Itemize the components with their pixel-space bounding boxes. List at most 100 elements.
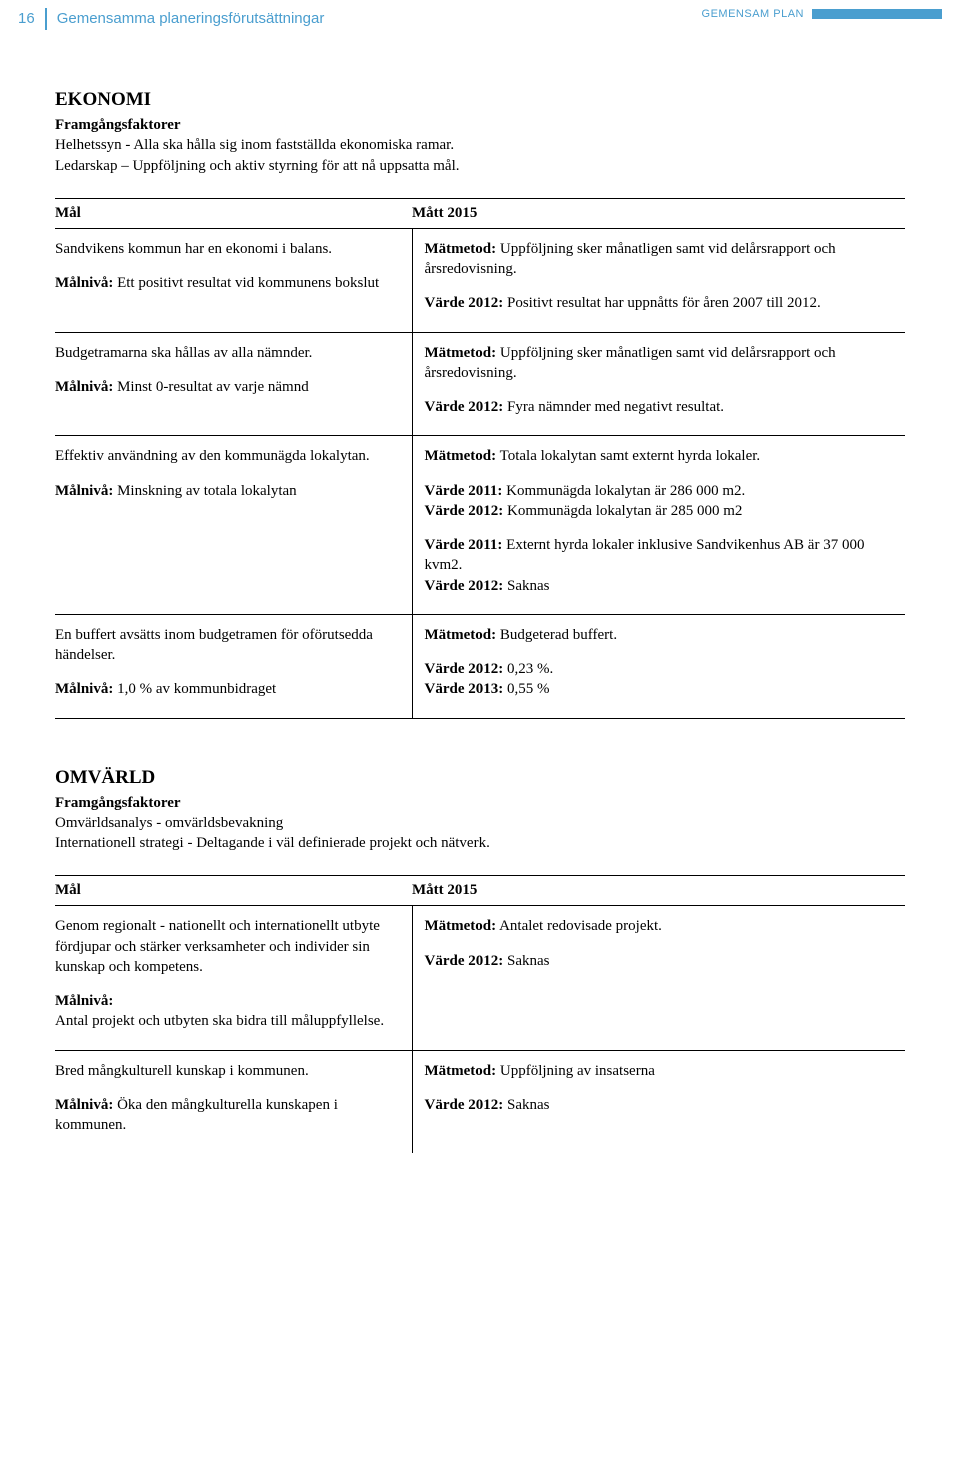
cell-left: Sandvikens kommun har en ekonomi i balan… [55,228,412,332]
malniva: Målnivå: Minst 0-resultat av varje nämnd [55,377,404,397]
cell-right: Mätmetod: Totala lokalytan samt externt … [412,436,905,615]
goal-text: Effektiv användning av den kommunägda lo… [55,446,404,466]
matmetod: Mätmetod: Antalet redovisade projekt. [425,916,898,936]
goal-text: En buffert avsätts inom budgetramen för … [55,625,404,666]
label: Målnivå: [55,681,113,697]
header-horizontal-bar [812,9,942,19]
cell-left: Budgetramarna ska hållas av alla nämnder… [55,332,412,436]
cell-right: Mätmetod: Uppföljning sker månatligen sa… [412,332,905,436]
value: Antal projekt och utbyten ska bidra till… [55,1013,384,1029]
label: Värde 2012: [425,953,504,969]
matmetod: Mätmetod: Uppföljning av insatserna [425,1061,898,1081]
varde-block2: Värde 2011: Externt hyrda lokaler inklus… [425,535,898,596]
value: Kommunägda lokalytan är 285 000 m2 [503,503,742,519]
page-content: EKONOMI Framgångsfaktorer Helhetssyn - A… [0,34,960,1193]
value: Minskning av totala lokalytan [113,483,296,499]
cell-right: Mätmetod: Budgeterad buffert. Värde 2012… [412,614,905,718]
label: Värde 2012: [425,661,504,677]
omvarld-heading: OMVÄRLD [55,767,905,789]
cell-left: Genom regionalt - nationellt och interna… [55,906,412,1050]
omvarld-table: Mål Mått 2015 Genom regionalt - nationel… [55,875,905,1153]
label: Värde 2013: [425,681,504,697]
table-header-row: Mål Mått 2015 [55,198,905,228]
value: 0,23 %. [503,661,553,677]
table-row: Genom regionalt - nationellt och interna… [55,906,905,1050]
value: Saknas [503,1097,549,1113]
cell-right: Mätmetod: Uppföljning av insatserna Värd… [412,1050,905,1153]
malniva: Målnivå: Öka den mångkulturella kunskape… [55,1095,404,1136]
label: Målnivå: [55,993,113,1009]
goal-text: Budgetramarna ska hållas av alla nämnder… [55,343,404,363]
value: Kommunägda lokalytan är 286 000 m2. [502,483,745,499]
value: 1,0 % av kommunbidraget [113,681,276,697]
value: Budgeterad buffert. [496,627,617,643]
omvarld-intro: Framgångsfaktorer Omvärldsanalys - omvär… [55,793,905,854]
label: Mätmetod: [425,627,497,643]
value: Totala lokalytan samt externt hyrda loka… [496,448,760,464]
header-right: GEMENSAM PLAN [702,8,942,20]
col-matt: Mått 2015 [412,198,905,228]
omvarld-intro-line2: Internationell strategi - Deltagande i v… [55,833,905,853]
table-row: Budgetramarna ska hållas av alla nämnder… [55,332,905,436]
malniva: Målnivå: 1,0 % av kommunbidraget [55,679,404,699]
goal-text: Genom regionalt - nationellt och interna… [55,916,404,977]
label: Mätmetod: [425,1063,497,1079]
value: Saknas [503,953,549,969]
ekonomi-intro-line2: Ledarskap – Uppföljning och aktiv styrni… [55,156,905,176]
matmetod: Mätmetod: Uppföljning sker månatligen sa… [425,239,898,280]
value: 0,55 % [503,681,549,697]
table-row: En buffert avsätts inom budgetramen för … [55,614,905,718]
table-row: Sandvikens kommun har en ekonomi i balan… [55,228,905,332]
value: Ett positivt resultat vid kommunens boks… [113,275,379,291]
label: Värde 2012: [425,399,504,415]
section-title: Gemensamma planeringsförutsättningar [57,10,702,27]
table-row: Effektiv användning av den kommunägda lo… [55,436,905,615]
matmetod: Mätmetod: Totala lokalytan samt externt … [425,446,898,466]
col-matt: Mått 2015 [412,876,905,906]
cell-right: Mätmetod: Antalet redovisade projekt. Vä… [412,906,905,1050]
ekonomi-heading: EKONOMI [55,89,905,111]
label: Mätmetod: [425,345,497,361]
varde-block: Värde 2012: 0,23 %. Värde 2013: 0,55 % [425,659,898,700]
malniva: Målnivå: Antal projekt och utbyten ska b… [55,991,404,1032]
malniva: Målnivå: Ett positivt resultat vid kommu… [55,273,404,293]
cell-right: Mätmetod: Uppföljning sker månatligen sa… [412,228,905,332]
value: Minst 0-resultat av varje nämnd [113,379,308,395]
label: Mätmetod: [425,241,497,257]
label: Värde 2011: [425,483,503,499]
header-vertical-bar [45,8,47,30]
label: Värde 2012: [425,578,504,594]
matmetod: Mätmetod: Budgeterad buffert. [425,625,898,645]
table-row: Bred mångkulturell kunskap i kommunen. M… [55,1050,905,1153]
label: Målnivå: [55,275,113,291]
value: Saknas [503,578,549,594]
omvarld-intro-line1: Omvärldsanalys - omvärldsbevakning [55,813,905,833]
col-mal: Mål [55,876,412,906]
value: Positivt resultat har uppnåtts för åren … [503,295,820,311]
label: Mätmetod: [425,918,497,934]
page-number: 16 [18,10,35,27]
value: Uppföljning av insatserna [496,1063,655,1079]
label: Värde 2012: [425,295,504,311]
label: Mätmetod: [425,448,497,464]
ekonomi-intro: Framgångsfaktorer Helhetssyn - Alla ska … [55,115,905,176]
ekonomi-subheading: Framgångsfaktorer [55,117,181,133]
cell-left: Bred mångkulturell kunskap i kommunen. M… [55,1050,412,1153]
page-header: 16 Gemensamma planeringsförutsättningar … [0,0,960,34]
matmetod: Mätmetod: Uppföljning sker månatligen sa… [425,343,898,384]
label: Värde 2012: [425,503,504,519]
varde: Värde 2012: Saknas [425,1095,898,1115]
varde: Värde 2012: Saknas [425,951,898,971]
malniva: Målnivå: Minskning av totala lokalytan [55,481,404,501]
label: Målnivå: [55,483,113,499]
ekonomi-intro-line1: Helhetssyn - Alla ska hålla sig inom fas… [55,135,905,155]
varde-block: Värde 2011: Kommunägda lokalytan är 286 … [425,481,898,522]
label: Målnivå: [55,1097,113,1113]
col-mal: Mål [55,198,412,228]
omvarld-subheading: Framgångsfaktorer [55,795,181,811]
cell-left: En buffert avsätts inom budgetramen för … [55,614,412,718]
varde: Värde 2012: Fyra nämnder med negativt re… [425,397,898,417]
goal-text: Bred mångkulturell kunskap i kommunen. [55,1061,404,1081]
label: Värde 2011: [425,537,503,553]
plan-tag: GEMENSAM PLAN [702,8,804,20]
